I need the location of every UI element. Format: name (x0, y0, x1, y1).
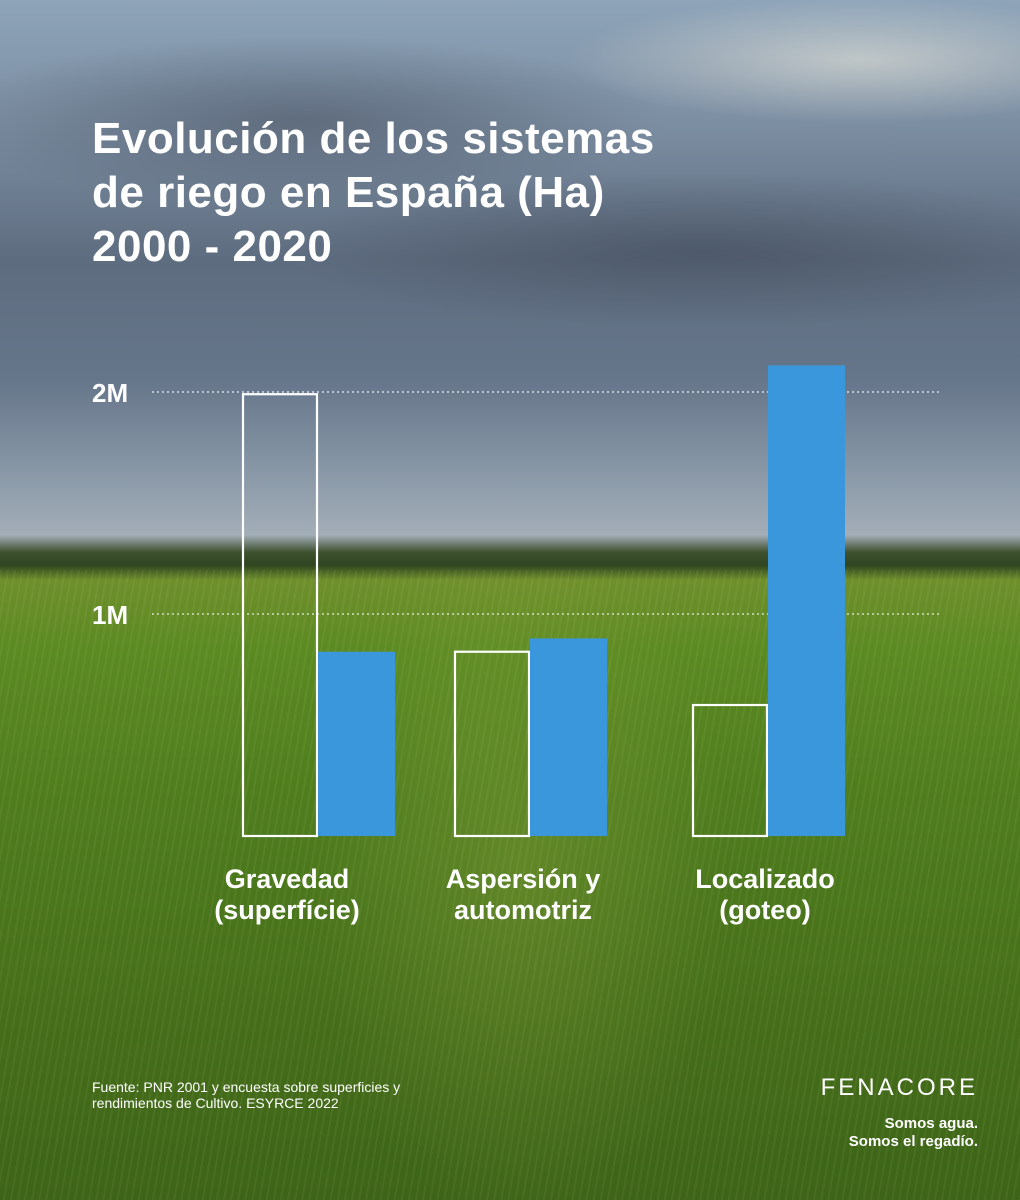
brand-slogan: Somos agua. Somos el regadío. (849, 1115, 978, 1151)
source-note: Fuente: PNR 2001 y encuesta sobre superf… (92, 1079, 512, 1111)
bars (241, 365, 845, 838)
category-label-line: Localizado (695, 864, 835, 894)
bar-2000-2 (453, 650, 531, 838)
chart-title-line: 2000 - 2020 (92, 222, 333, 271)
category-label-gravedad: Gravedad (superfície) (167, 864, 407, 926)
chart-title-line: Evolución de los sistemas (92, 114, 655, 163)
category-label-line: (goteo) (719, 895, 811, 925)
category-label-line: Gravedad (224, 864, 350, 894)
field-texture (0, 570, 1020, 1200)
category-label-line: automotriz (454, 895, 592, 925)
brand-logo: FENACORE (820, 1074, 978, 1101)
y-tick-label: 2M (92, 378, 128, 408)
y-tick-label: 1M (92, 600, 128, 630)
chart-title: Evolución de los sistemas de riego en Es… (92, 112, 852, 274)
slogan-line: Somos el regadío. (848, 1133, 978, 1150)
chart-title-line: de riego en España (Ha) (92, 168, 605, 217)
category-label-aspersion: Aspersión y automotriz (403, 864, 643, 926)
category-label-line: (superfície) (214, 895, 360, 925)
bar-2020-1 (318, 651, 395, 836)
slogan-line: Somos agua. (884, 1115, 978, 1132)
bar-2000-3 (691, 703, 769, 838)
category-label-line: Aspersión y (445, 864, 601, 894)
category-label-localizado: Localizado (goteo) (645, 864, 885, 926)
bar-2020-3 (768, 365, 845, 836)
bar-2020-2 (530, 638, 607, 836)
source-line: Fuente: PNR 2001 y encuesta sobre superf… (92, 1079, 401, 1095)
source-line: rendimientos de Cultivo. ESYRCE 2022 (92, 1095, 339, 1111)
bar-2000-1 (241, 393, 319, 838)
